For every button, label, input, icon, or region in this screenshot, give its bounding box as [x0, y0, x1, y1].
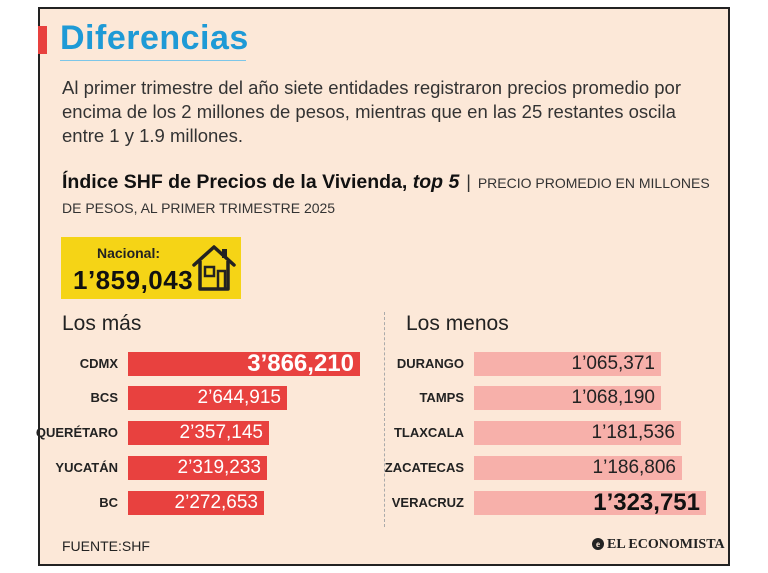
intro-text: Al primer trimestre del año siete entida…	[62, 77, 682, 146]
national-label: Nacional:	[97, 245, 161, 261]
national-value: 1’859,043	[73, 265, 194, 295]
bar-label: DURANGO	[396, 356, 464, 371]
bar-value-label: 2’644,915	[197, 387, 281, 408]
chart-title-emph: top 5	[412, 171, 460, 193]
bar: 2’319,233	[128, 456, 267, 480]
chart-divider	[384, 312, 385, 527]
bar: 1’323,751	[474, 491, 706, 515]
bar-label: BCS	[90, 390, 118, 405]
bar-label: TAMPS	[419, 390, 464, 405]
bar: 1’181,536	[474, 421, 681, 445]
bar: 1’065,371	[474, 352, 661, 376]
bar: 2’272,653	[128, 491, 264, 515]
chart-title-prefix: Índice SHF de Precios de la Vivienda,	[62, 171, 413, 193]
house-icon	[192, 245, 236, 291]
bar-label: BC	[99, 495, 118, 510]
bar: 2’357,145	[128, 421, 269, 445]
title-underline	[60, 60, 246, 61]
bar-value-label: 2’319,233	[177, 457, 261, 478]
brand-mark-icon: e	[592, 538, 604, 550]
title-accent-bar	[38, 26, 47, 54]
source-note: FUENTE:SHF	[62, 538, 150, 554]
page-title: Diferencias	[60, 19, 249, 57]
bar-value-label: 2’272,653	[174, 492, 258, 513]
bar-value-label: 1’186,806	[592, 457, 676, 478]
bar: 3’866,210	[128, 352, 360, 376]
group-title-most: Los más	[62, 312, 142, 335]
chart-title-main: Índice SHF de Precios de la Vivienda, to…	[62, 171, 459, 193]
brand-logo: e EL ECONOMISTA	[592, 537, 725, 553]
bar: 1’186,806	[474, 456, 682, 480]
bar-label: ZACATECAS	[384, 460, 464, 475]
bar-label: CDMX	[79, 356, 118, 371]
bar-value-label: 2’357,145	[179, 422, 263, 443]
bar-label: QUERÉTARO	[35, 425, 118, 440]
chart-title-detail: PRECIO PROMEDIO EN MILLONES DE PESOS, AL…	[62, 175, 710, 216]
brand-name: EL ECONOMISTA	[607, 537, 725, 552]
bar-label: YUCATÁN	[55, 460, 118, 475]
bar-label: TLAXCALA	[393, 425, 464, 440]
bar-label: VERACRUZ	[391, 495, 464, 510]
group-title-least: Los menos	[406, 312, 509, 335]
bar-value-label: 1’065,371	[571, 353, 655, 374]
national-price-box: Nacional: 1’859,043	[61, 237, 241, 299]
bar: 1’068,190	[474, 386, 661, 410]
bar-value-label: 3’866,210	[247, 350, 354, 377]
chart-title-separator: |	[466, 172, 471, 192]
bar-value-label: 1’323,751	[593, 489, 700, 516]
bar-value-label: 1’181,536	[591, 422, 675, 443]
bar: 2’644,915	[128, 386, 287, 410]
bar-value-label: 1’068,190	[571, 387, 655, 408]
chart-subtitle: Índice SHF de Precios de la Vivienda, to…	[62, 170, 712, 221]
